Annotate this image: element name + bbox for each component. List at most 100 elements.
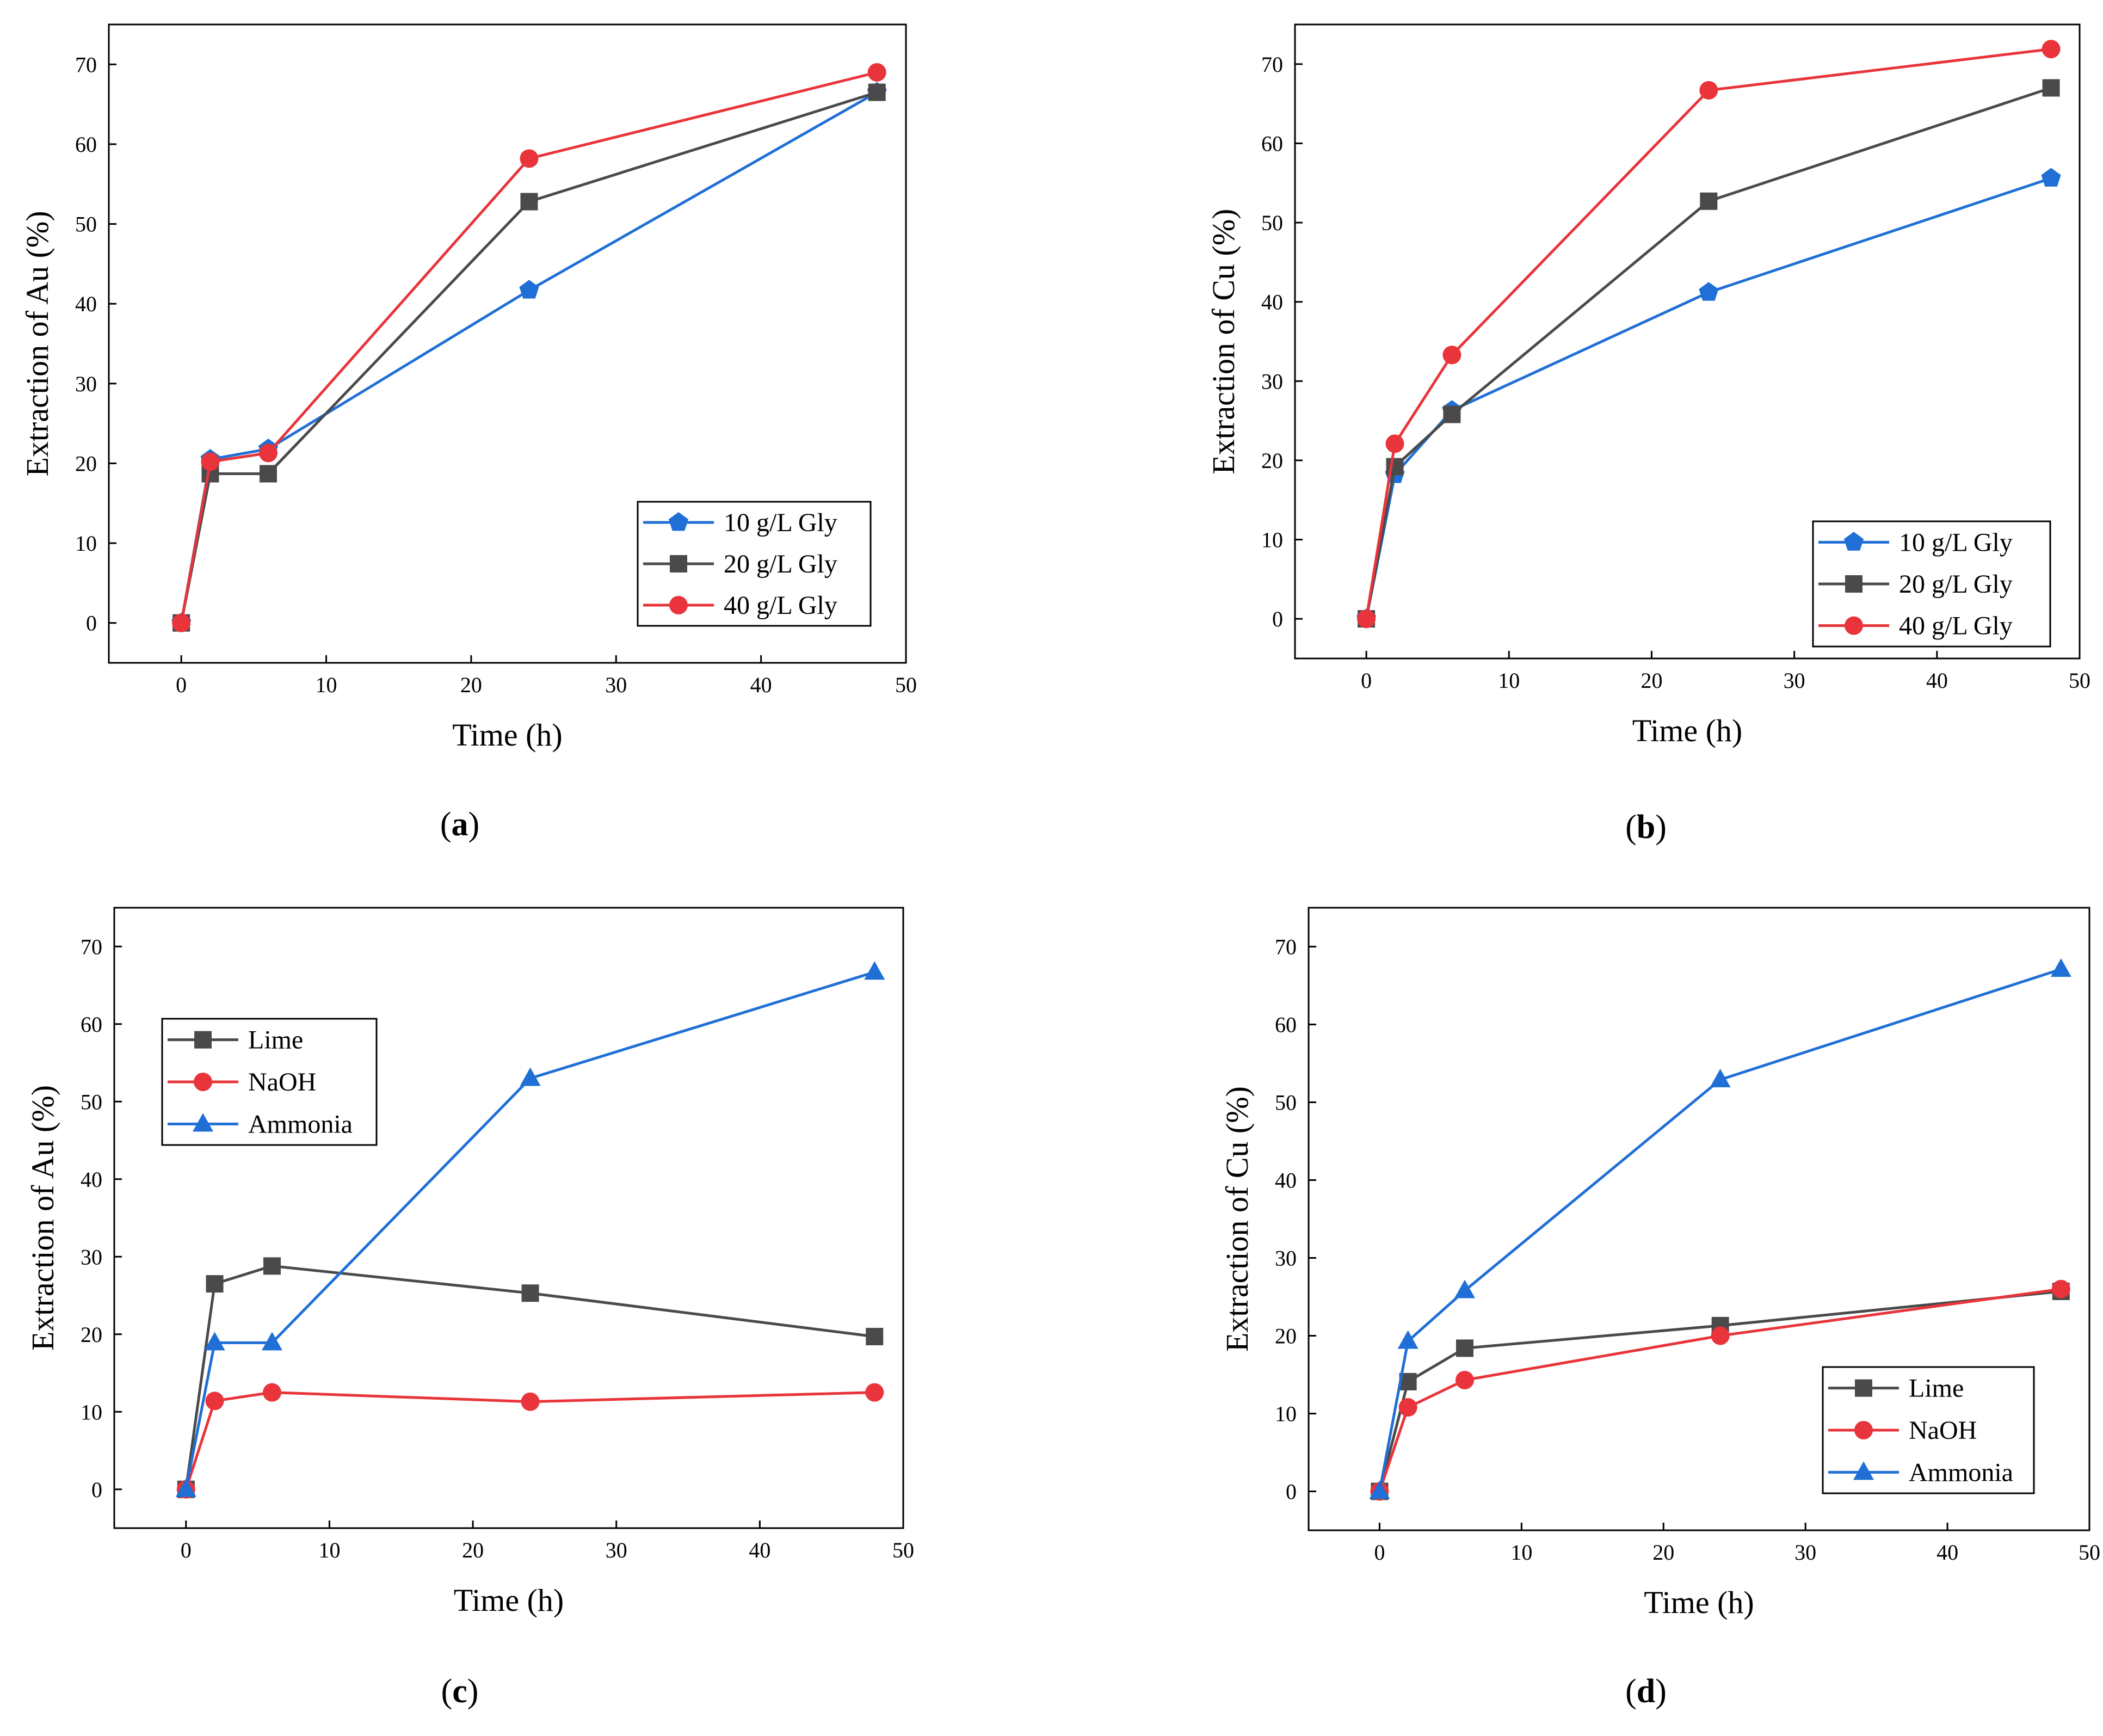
y-tick-label: 40 <box>75 292 97 316</box>
y-tick-label: 50 <box>1261 211 1283 235</box>
data-point <box>2042 40 2061 59</box>
data-point <box>521 1392 540 1411</box>
y-tick-label: 10 <box>1275 1402 1297 1426</box>
y-tick-label: 60 <box>1261 131 1283 156</box>
y-tick-label: 10 <box>81 1400 102 1424</box>
legend: Lime NaOH Ammonia <box>1822 1366 2035 1494</box>
series-40-g-l-gly <box>1357 40 2061 629</box>
data-point <box>1442 346 1461 365</box>
x-tick-label: 10 <box>1498 668 1520 693</box>
legend-marker <box>194 1073 212 1091</box>
legend-marker <box>1855 1379 1872 1397</box>
legend-item: 20 g/L Gly <box>643 550 837 578</box>
y-tick-label: 30 <box>81 1245 102 1269</box>
legend-item: Lime <box>1828 1374 1964 1403</box>
y-tick-label: 0 <box>1272 607 1283 631</box>
x-tick-label: 0 <box>176 673 187 697</box>
legend-marker <box>1854 1421 1873 1439</box>
x-tick-label: 50 <box>2069 668 2090 693</box>
x-tick-label: 40 <box>750 673 772 697</box>
data-point <box>519 280 539 299</box>
data-point <box>1443 405 1461 423</box>
y-axis-title: Extraction of Cu (%) <box>1219 1086 1255 1352</box>
y-tick-label: 30 <box>1261 369 1283 393</box>
data-point <box>2051 1279 2070 1298</box>
y-tick-label: 20 <box>1261 448 1283 473</box>
legend-label: 40 g/L Gly <box>1899 612 2013 641</box>
data-point <box>865 1383 884 1402</box>
data-point <box>1710 1069 1731 1088</box>
legend-label: NaOH <box>248 1068 316 1097</box>
plot-frame <box>1294 23 2081 660</box>
x-tick-label: 10 <box>316 673 337 697</box>
x-axis-title: Time (h) <box>1632 713 1743 748</box>
y-tick-label: 20 <box>1275 1324 1297 1349</box>
data-point <box>2041 168 2061 187</box>
y-tick-label: 60 <box>81 1012 102 1037</box>
x-tick-label: 20 <box>1641 668 1662 693</box>
panel-caption: (a) <box>440 806 479 843</box>
data-point <box>2050 958 2071 977</box>
data-point <box>263 1257 281 1275</box>
series-ammonia <box>175 961 885 1497</box>
data-point <box>521 1284 539 1302</box>
data-point <box>520 1067 541 1086</box>
y-tick-label: 10 <box>1261 528 1283 552</box>
legend-marker <box>670 555 687 572</box>
y-tick-label: 40 <box>1261 290 1283 315</box>
legend-marker <box>194 1031 212 1049</box>
legend-marker <box>1845 616 1863 635</box>
legend-label: NaOH <box>1909 1416 1977 1445</box>
y-tick-label: 20 <box>75 451 97 476</box>
legend-label: 20 g/L Gly <box>1899 570 2013 599</box>
x-tick-label: 30 <box>605 673 627 697</box>
x-tick-label: 20 <box>1652 1540 1674 1565</box>
legend-marker <box>669 596 688 614</box>
x-tick-label: 30 <box>1794 1540 1816 1565</box>
y-axis-title: Extraction of Cu (%) <box>1206 208 1241 474</box>
y-tick-label: 70 <box>81 934 102 959</box>
plot-frame <box>108 23 907 664</box>
y-tick-label: 10 <box>75 531 97 556</box>
data-point <box>206 1275 224 1293</box>
y-axis-title: Extraction of Au (%) <box>20 211 55 476</box>
series-naoh <box>176 1383 884 1499</box>
x-tick-label: 50 <box>892 1538 914 1562</box>
data-point <box>1454 1279 1475 1298</box>
x-tick-label: 20 <box>460 673 482 697</box>
x-axis-title: Time (h) <box>1644 1585 1754 1620</box>
legend-label: 10 g/L Gly <box>1899 528 2013 557</box>
legend-label: 40 g/L Gly <box>724 591 837 620</box>
y-tick-label: 0 <box>91 1478 102 1502</box>
y-tick-label: 60 <box>75 132 97 157</box>
data-point <box>204 1332 225 1351</box>
data-point <box>201 452 220 471</box>
data-point <box>2042 79 2060 97</box>
data-point <box>175 1478 196 1497</box>
y-tick-label: 50 <box>1275 1091 1297 1115</box>
data-point <box>1699 81 1718 100</box>
legend-item: 40 g/L Gly <box>1818 612 2013 641</box>
data-point <box>867 63 886 82</box>
legend-marker <box>668 512 689 531</box>
y-tick-label: 40 <box>1275 1168 1297 1193</box>
x-tick-label: 40 <box>1926 668 1948 693</box>
plot-frame <box>113 907 904 1529</box>
x-axis-title: Time (h) <box>452 717 563 753</box>
series-ammonia <box>1369 958 2071 1499</box>
y-tick-label: 60 <box>1275 1013 1297 1037</box>
y-tick-label: 70 <box>1261 52 1283 77</box>
data-point <box>866 1328 884 1346</box>
x-tick-label: 0 <box>1374 1540 1385 1565</box>
x-tick-label: 0 <box>1361 668 1372 693</box>
y-tick-label: 70 <box>1275 935 1297 959</box>
legend-label: 10 g/L Gly <box>724 508 837 537</box>
data-point <box>1398 1398 1417 1417</box>
legend-label: Lime <box>1909 1374 1964 1403</box>
y-tick-label: 20 <box>81 1322 102 1347</box>
y-tick-label: 40 <box>81 1167 102 1192</box>
chart-panel-b: 0 10 20 30 40 50 0 10 20 30 40 50 60 70 Time (h) Extrac… <box>1206 23 2090 846</box>
x-tick-label: 40 <box>749 1538 770 1562</box>
